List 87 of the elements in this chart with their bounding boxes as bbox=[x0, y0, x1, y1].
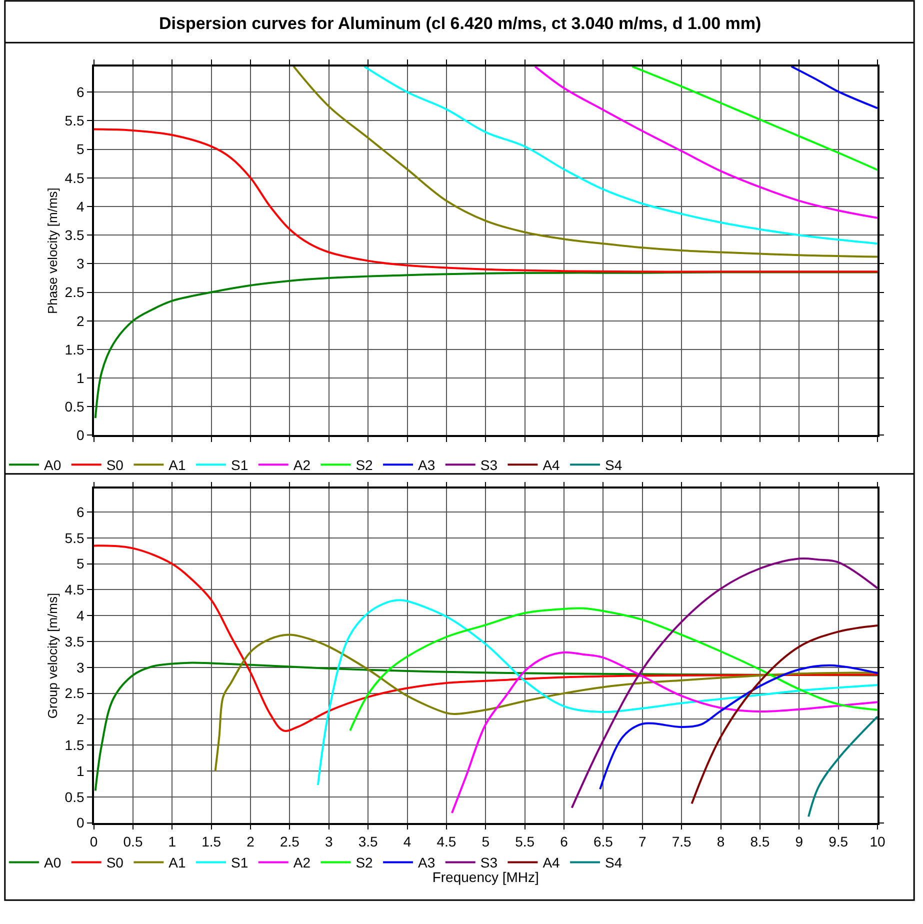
legend-label: A2 bbox=[293, 854, 311, 871]
x-tick-label: 3.5 bbox=[358, 833, 378, 850]
x-tick-label: 6 bbox=[560, 833, 568, 850]
x-tick-label: 2 bbox=[246, 833, 255, 850]
line-series bbox=[316, 599, 878, 786]
legend-label: S4 bbox=[605, 854, 622, 871]
line-series bbox=[214, 634, 878, 772]
y-tick-label: 3 bbox=[76, 659, 84, 676]
x-tick-label: 1 bbox=[168, 833, 176, 850]
y-tick-label: 1 bbox=[76, 762, 84, 779]
line-series bbox=[94, 271, 878, 420]
legend-label: A1 bbox=[168, 457, 186, 474]
legend-label: A0 bbox=[44, 457, 62, 474]
line-series bbox=[292, 66, 878, 258]
legend-label: A3 bbox=[418, 854, 436, 871]
y-tick-label: 4 bbox=[76, 608, 84, 624]
line-series bbox=[450, 651, 878, 814]
legend-label: A4 bbox=[542, 457, 560, 474]
line-series bbox=[94, 128, 878, 273]
x-tick-label: 7 bbox=[638, 833, 646, 850]
y-tick-label: 5.5 bbox=[64, 112, 84, 129]
legend-label: A0 bbox=[44, 854, 62, 871]
y-tick-label: 1.5 bbox=[64, 737, 84, 754]
legend-label: S3 bbox=[480, 457, 498, 474]
legend-label: S4 bbox=[605, 457, 622, 474]
x-tick-label: 8.5 bbox=[750, 833, 770, 850]
legend-label: S0 bbox=[106, 854, 124, 871]
line-series bbox=[790, 66, 878, 110]
line-series bbox=[363, 66, 878, 245]
y-tick-label: 2.5 bbox=[64, 284, 84, 300]
y-tick-label: 0 bbox=[76, 814, 84, 831]
legend-label: S2 bbox=[356, 457, 374, 474]
y-tick-label: 2 bbox=[76, 312, 84, 329]
x-tick-label: 6.5 bbox=[593, 833, 614, 850]
y-tick-label: 3.5 bbox=[64, 633, 84, 650]
legend-label: S1 bbox=[231, 854, 248, 871]
y-tick-label: 6 bbox=[76, 504, 84, 520]
x-tick-label: 0 bbox=[90, 833, 98, 850]
x-tick-label: 3 bbox=[325, 833, 334, 850]
y-tick-label: 3.5 bbox=[64, 226, 84, 243]
line-series bbox=[94, 544, 878, 732]
x-tick-label: 2.5 bbox=[280, 833, 300, 850]
y-tick-label: 4.5 bbox=[64, 582, 84, 598]
line-series bbox=[631, 66, 878, 171]
x-tick-label: 7.5 bbox=[672, 833, 692, 850]
y-tick-label: 2 bbox=[76, 711, 84, 728]
x-tick-label: 0.5 bbox=[123, 833, 143, 850]
x-tick-label: 5.5 bbox=[515, 833, 535, 850]
y-tick-label: 4.5 bbox=[64, 170, 84, 186]
line-series bbox=[808, 716, 878, 818]
y-tick-label: 5 bbox=[76, 141, 84, 158]
legend-label: S1 bbox=[231, 457, 248, 474]
y-tick-label: 6 bbox=[76, 84, 84, 100]
line-series bbox=[349, 607, 878, 732]
y-tick-label: 0.5 bbox=[64, 788, 84, 805]
x-axis-title: Frequency [MHz] bbox=[432, 869, 539, 886]
legend-label: A1 bbox=[168, 854, 186, 871]
legend-label: S3 bbox=[480, 854, 498, 871]
x-tick-label: 4 bbox=[403, 833, 412, 850]
y-tick-label: 4 bbox=[76, 198, 84, 214]
chart-title: Dispersion curves for Aluminum (cl 6.420 m/ms, ct 3.040 m/ms, d 1.00 mm) bbox=[159, 14, 762, 33]
legend-label: A4 bbox=[542, 854, 560, 871]
y-tick-label: 5.5 bbox=[64, 530, 84, 546]
line-series bbox=[570, 557, 878, 809]
y-axis-title: Group velocity [m/ms] bbox=[45, 592, 60, 719]
legend-label: A2 bbox=[293, 457, 311, 474]
y-tick-label: 0 bbox=[76, 427, 84, 444]
x-tick-label: 8 bbox=[716, 833, 725, 850]
y-tick-label: 1 bbox=[76, 370, 84, 386]
x-tick-label: 10 bbox=[870, 833, 886, 850]
line-series bbox=[599, 664, 878, 790]
legend-label: S2 bbox=[356, 854, 374, 871]
y-axis-title: Phase velocity [m/ms] bbox=[45, 188, 60, 314]
y-tick-label: 5 bbox=[76, 556, 84, 572]
x-tick-label: 9 bbox=[795, 833, 804, 850]
y-tick-label: 0.5 bbox=[64, 398, 84, 415]
line-series bbox=[534, 66, 878, 219]
x-tick-label: 1.5 bbox=[202, 833, 222, 850]
x-tick-label: 5 bbox=[482, 833, 490, 850]
legend-label: A3 bbox=[418, 457, 436, 474]
line-series bbox=[690, 624, 878, 805]
x-tick-label: 9.5 bbox=[828, 833, 848, 850]
y-tick-label: 2.5 bbox=[64, 685, 84, 702]
y-tick-label: 3 bbox=[76, 256, 84, 272]
y-tick-label: 1.5 bbox=[64, 341, 84, 358]
x-tick-label: 4.5 bbox=[436, 833, 456, 850]
legend-label: S0 bbox=[106, 457, 124, 474]
